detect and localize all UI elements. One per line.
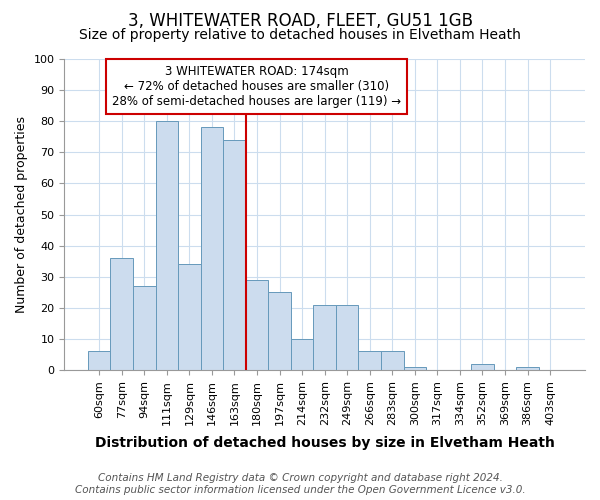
Bar bbox=[291, 339, 313, 370]
Bar bbox=[246, 280, 268, 370]
Bar bbox=[133, 286, 155, 370]
Bar bbox=[313, 304, 336, 370]
Bar bbox=[178, 264, 200, 370]
Bar bbox=[471, 364, 494, 370]
Bar bbox=[155, 121, 178, 370]
Bar bbox=[381, 352, 404, 370]
Bar bbox=[88, 352, 110, 370]
Bar bbox=[223, 140, 246, 370]
Bar bbox=[110, 258, 133, 370]
Bar bbox=[516, 367, 539, 370]
Text: Size of property relative to detached houses in Elvetham Heath: Size of property relative to detached ho… bbox=[79, 28, 521, 42]
Bar bbox=[358, 352, 381, 370]
Bar bbox=[404, 367, 426, 370]
Y-axis label: Number of detached properties: Number of detached properties bbox=[15, 116, 28, 313]
Text: Contains HM Land Registry data © Crown copyright and database right 2024.
Contai: Contains HM Land Registry data © Crown c… bbox=[74, 474, 526, 495]
Text: 3, WHITEWATER ROAD, FLEET, GU51 1GB: 3, WHITEWATER ROAD, FLEET, GU51 1GB bbox=[128, 12, 473, 30]
Bar bbox=[336, 304, 358, 370]
Bar bbox=[200, 128, 223, 370]
Text: 3 WHITEWATER ROAD: 174sqm
← 72% of detached houses are smaller (310)
28% of semi: 3 WHITEWATER ROAD: 174sqm ← 72% of detac… bbox=[112, 65, 401, 108]
Bar bbox=[268, 292, 291, 370]
X-axis label: Distribution of detached houses by size in Elvetham Heath: Distribution of detached houses by size … bbox=[95, 436, 554, 450]
